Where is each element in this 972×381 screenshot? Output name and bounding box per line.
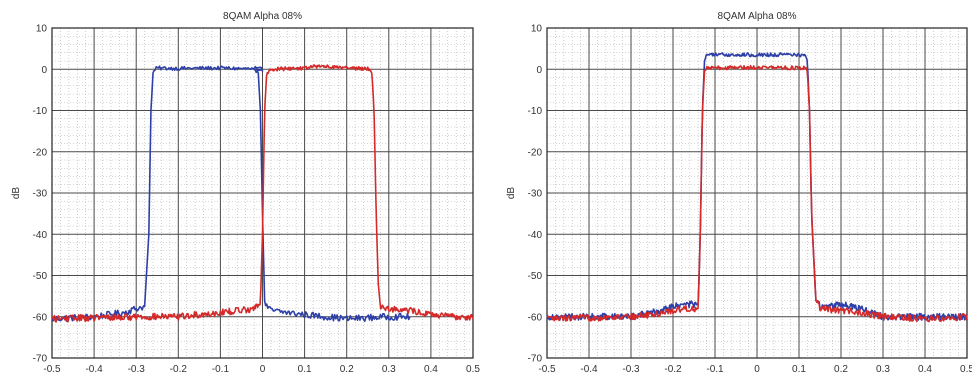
y-tick-label: -60 [33, 312, 48, 323]
series-line-1 [51, 65, 411, 323]
x-tick-label: 0.2 [340, 364, 354, 375]
x-tick-label: 0.5 [466, 364, 480, 375]
x-tick-label: -0.1 [706, 364, 724, 375]
x-tick-label: 0.3 [382, 364, 396, 375]
chart-title: 8QAM Alpha 08% [718, 11, 797, 22]
x-tick-label: 0.1 [792, 364, 806, 375]
chart-title: 8QAM Alpha 08% [223, 11, 302, 22]
x-tick-label: -0.4 [85, 364, 103, 375]
x-tick-label: -0.5 [43, 364, 61, 375]
y-tick-label: -40 [528, 230, 543, 241]
plot-frame [546, 27, 968, 359]
chart-panel-1: -0.5 -0.4 -0.3 -0.2 -0.1 0 0.1 0.2 0.3 0.4 0.5 10 0 -… [11, 11, 480, 375]
plot-frame [51, 27, 474, 359]
x-tick-label: -0.4 [580, 364, 598, 375]
x-tick-label: 0 [260, 364, 266, 375]
x-tick-label: 0.5 [960, 364, 972, 375]
y-tick-label: 0 [41, 65, 47, 76]
y-tick-label: 10 [36, 24, 48, 35]
x-tick-label: 0.4 [918, 364, 932, 375]
x-tick-label: -0.5 [538, 364, 556, 375]
y-axis-label: dB [11, 187, 22, 200]
series-line-2 [546, 64, 968, 323]
y-tick-label: -40 [33, 230, 48, 241]
series-line-2 [51, 64, 474, 323]
x-tick-label: -0.1 [212, 364, 230, 375]
x-tick-label: 0.1 [298, 364, 312, 375]
y-tick-label: -60 [528, 312, 543, 323]
x-tick-label: 0.4 [424, 364, 438, 375]
x-tick-label: -0.2 [170, 364, 188, 375]
y-tick-label: -20 [528, 147, 543, 158]
y-tick-label: -50 [528, 271, 543, 282]
x-tick-label: -0.3 [622, 364, 640, 375]
x-tick-label: -0.2 [664, 364, 682, 375]
y-tick-label: -70 [528, 354, 543, 365]
y-axis-label: dB [506, 187, 517, 200]
y-tick-label: -70 [33, 354, 48, 365]
y-tick-label: -30 [33, 189, 48, 200]
y-tick-label: -30 [528, 189, 543, 200]
x-tick-label: 0 [754, 364, 760, 375]
y-tick-label: -20 [33, 147, 48, 158]
y-tick-label: -10 [528, 106, 543, 117]
x-tick-label: 0.3 [876, 364, 890, 375]
chart-panel-2: -0.5 -0.4 -0.3 -0.2 -0.1 0 0.1 0.2 0.3 0.4 0.5 10 0 -… [506, 11, 972, 375]
y-tick-label: -50 [33, 271, 48, 282]
y-tick-label: 0 [536, 65, 542, 76]
x-tick-label: -0.3 [128, 364, 146, 375]
x-tick-label: 0.2 [834, 364, 848, 375]
y-tick-label: -10 [33, 106, 48, 117]
y-tick-label: 10 [531, 24, 543, 35]
